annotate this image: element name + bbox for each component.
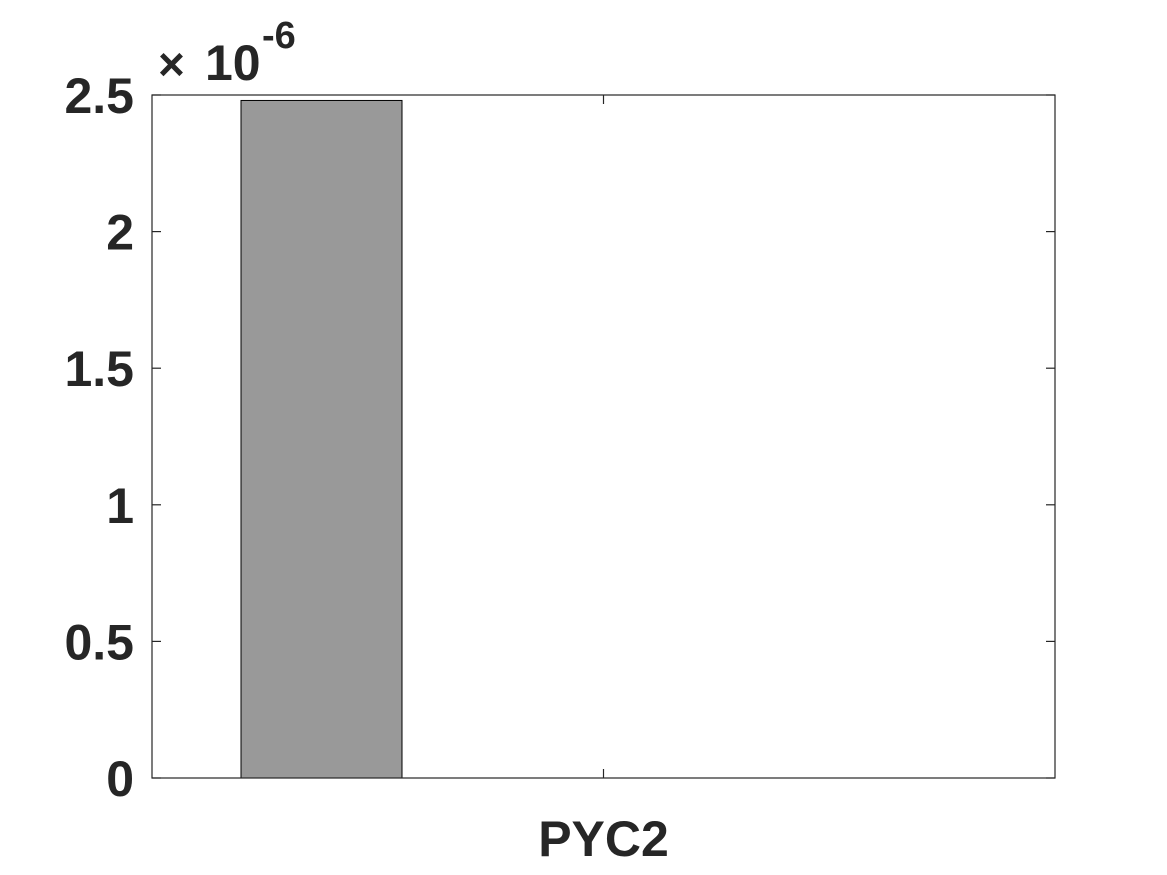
y-tick-label-2: 1 <box>106 478 134 534</box>
exponent-power: -6 <box>262 15 296 57</box>
y-tick-label-0: 0 <box>106 751 134 807</box>
exponent-multiplier: × <box>158 38 185 90</box>
bars-group <box>240 99 403 779</box>
y-tick-label-4: 2 <box>106 205 134 261</box>
y-tick-label-3: 1.5 <box>64 341 134 397</box>
y-tick-label-1: 0.5 <box>64 614 134 670</box>
bar-pyc2 <box>240 99 403 779</box>
exponent-base: 10 <box>205 35 261 91</box>
x-tick-labels: PYC2 <box>538 811 669 867</box>
x-tick-label-pyc2: PYC2 <box>538 811 669 867</box>
y-tick-label-5: 2.5 <box>64 68 134 124</box>
ticks-group <box>152 94 1055 779</box>
y-tick-labels: 0 0.5 1 1.5 2 2.5 <box>64 68 134 807</box>
